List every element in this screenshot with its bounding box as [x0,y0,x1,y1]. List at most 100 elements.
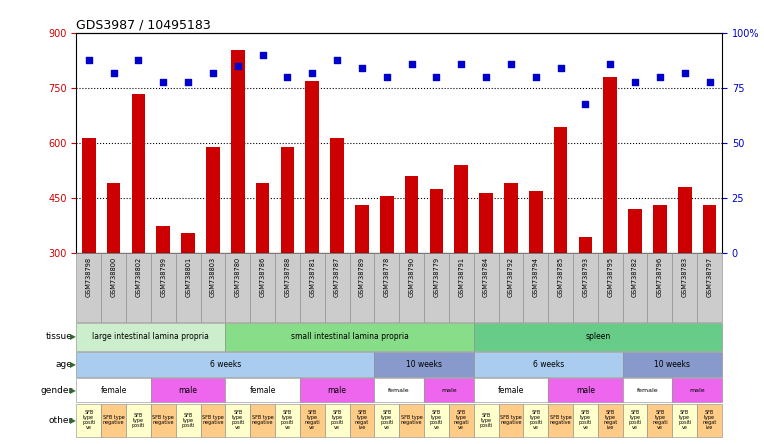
Text: SFB type
negative: SFB type negative [252,415,274,425]
Point [231,63,244,70]
Bar [504,183,518,253]
Text: GSM738784: GSM738784 [483,257,489,297]
Text: 10 weeks: 10 weeks [406,360,442,369]
Text: male: male [689,388,705,392]
Text: GSM738782: GSM738782 [632,257,638,297]
Text: GSM738787: GSM738787 [334,257,340,297]
Text: GSM738780: GSM738780 [235,257,241,297]
Bar [479,193,493,253]
Point [182,78,194,85]
Text: SFB
type
positi
ve: SFB type positi ve [628,410,642,430]
Text: female: female [100,385,127,395]
Text: GSM738788: GSM738788 [284,257,290,297]
Text: age: age [56,360,73,369]
Text: GSM738790: GSM738790 [409,257,415,297]
Text: GSM738801: GSM738801 [185,257,191,297]
Text: GSM738789: GSM738789 [359,257,365,297]
Text: male: male [441,388,457,392]
Text: SFB type
negative: SFB type negative [103,415,125,425]
Text: SFB
type
positi: SFB type positi [131,413,145,428]
Bar [653,206,667,253]
Point [306,69,319,76]
Point [281,74,293,81]
Text: SFB
type
positi
ve: SFB type positi ve [429,410,443,430]
Point [480,74,492,81]
Bar [604,77,617,253]
Bar [380,196,393,253]
Bar [678,187,691,253]
Point [430,74,442,81]
Bar [405,176,419,253]
Text: gender: gender [40,385,73,395]
Point [604,60,617,67]
Point [704,78,716,85]
Bar [529,191,542,253]
Point [257,52,269,59]
Text: SFB type
negative: SFB type negative [153,415,174,425]
Point [356,65,368,72]
Text: GSM738800: GSM738800 [111,257,117,297]
Text: male: male [179,385,198,395]
Bar [206,147,220,253]
Text: 6 weeks: 6 weeks [533,360,564,369]
Text: SFB
type
positi
ve: SFB type positi ve [678,410,691,430]
Point [678,69,691,76]
Text: GSM738796: GSM738796 [657,257,663,297]
Bar [554,127,568,253]
Bar [107,183,121,253]
Text: small intestinal lamina propria: small intestinal lamina propria [290,333,409,341]
Text: GSM738786: GSM738786 [260,257,266,297]
Text: female: female [636,388,659,392]
Text: ▶: ▶ [70,385,76,395]
Text: GSM738778: GSM738778 [384,257,390,297]
Bar [355,206,369,253]
Text: SFB
type
negat
ive: SFB type negat ive [702,410,717,430]
Text: GSM738791: GSM738791 [458,257,465,297]
Text: SFB type
negative: SFB type negative [550,415,571,425]
Text: GSM738785: GSM738785 [558,257,564,297]
Text: SFB
type
negat
ive: SFB type negat ive [603,410,617,430]
Point [406,60,418,67]
Text: female: female [388,388,410,392]
Bar [131,94,145,253]
Text: GSM738781: GSM738781 [309,257,316,297]
Text: female: female [249,385,276,395]
Text: SFB
type
positi
ve: SFB type positi ve [231,410,244,430]
Point [654,74,666,81]
Text: GSM738795: GSM738795 [607,257,613,297]
Text: SFB
type
positi: SFB type positi [181,413,195,428]
Text: SFB
type
negati
ve: SFB type negati ve [454,410,469,430]
Text: GSM738803: GSM738803 [210,257,216,297]
Text: SFB
type
negati
ve: SFB type negati ve [305,410,320,430]
Text: male: male [328,385,347,395]
Text: GSM738783: GSM738783 [681,257,688,297]
Point [629,78,641,85]
Point [455,60,468,67]
Point [579,100,591,107]
Text: ▶: ▶ [70,333,76,341]
Point [207,69,219,76]
Point [108,69,120,76]
Bar [455,165,468,253]
Text: large intestinal lamina propria: large intestinal lamina propria [92,333,209,341]
Text: SFB
type
positi
ve: SFB type positi ve [82,410,96,430]
Text: GSM738802: GSM738802 [135,257,141,297]
Text: GSM738799: GSM738799 [160,257,167,297]
Point [529,74,542,81]
Text: 6 weeks: 6 weeks [210,360,241,369]
Text: ▶: ▶ [70,416,76,425]
Bar [82,138,96,253]
Text: GSM738797: GSM738797 [707,257,713,297]
Text: tissue: tissue [46,333,73,341]
Text: SFB
type
negati
ve: SFB type negati ve [652,410,668,430]
Text: SFB
type
positi
ve: SFB type positi ve [380,410,393,430]
Text: GSM738794: GSM738794 [533,257,539,297]
Text: GSM738798: GSM738798 [86,257,92,297]
Text: ▶: ▶ [70,360,76,369]
Text: SFB
type
positi
ve: SFB type positi ve [578,410,592,430]
Point [331,56,343,63]
Point [132,56,144,63]
Bar [330,138,344,253]
Text: SFB type
negative: SFB type negative [401,415,422,425]
Bar [181,233,195,253]
